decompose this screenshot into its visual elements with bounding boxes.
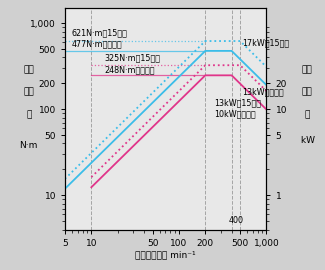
Text: トル: トル: [23, 88, 34, 97]
Text: 621N·m（15分）: 621N·m（15分）: [72, 29, 128, 38]
Text: 主軸: 主軸: [23, 66, 34, 75]
Text: 477N·m（連続）: 477N·m（連続）: [72, 39, 123, 48]
Text: 325N·m（15分）: 325N·m（15分）: [104, 53, 160, 62]
Text: 17kW（15分）: 17kW（15分）: [242, 38, 290, 47]
Text: 400: 400: [229, 216, 244, 225]
Text: N·m: N·m: [20, 141, 38, 150]
Text: 10kW（連続）: 10kW（連続）: [214, 110, 255, 119]
Text: kW: kW: [298, 136, 315, 146]
Text: 力: 力: [304, 110, 309, 119]
Text: 248N·m（連続）: 248N·m（連続）: [104, 65, 155, 74]
Text: モー: モー: [301, 66, 312, 75]
Text: タ出: タ出: [301, 88, 312, 97]
Text: ク: ク: [26, 110, 32, 119]
X-axis label: 主軸回転速度 min⁻¹: 主軸回転速度 min⁻¹: [136, 250, 196, 259]
Text: 13kW（連続）: 13kW（連続）: [242, 87, 284, 97]
Text: 13kW（15分）: 13kW（15分）: [214, 98, 261, 107]
